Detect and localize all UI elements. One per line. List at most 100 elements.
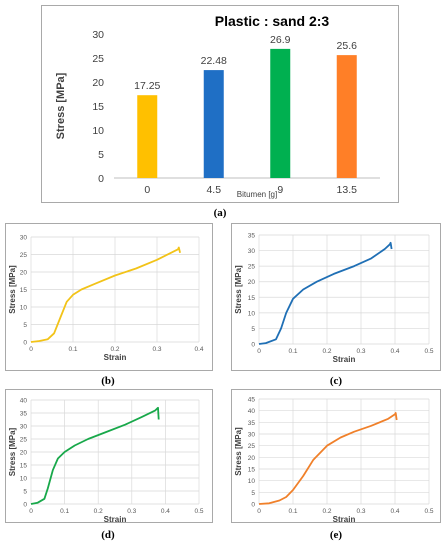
y-tick-label: 25 [20, 252, 28, 259]
x-axis-label: Strain [333, 355, 356, 364]
y-tick-label: 10 [248, 310, 256, 317]
x-tick-label: 0.4 [194, 346, 203, 353]
caption-b: (b) [101, 375, 115, 387]
x-axis-label: Bitumen [g] [237, 190, 277, 199]
x-tick-label: 0.3 [127, 508, 136, 515]
line-chart-panel-c: 0 5 10 15 20 25 30 35 0 0.1 0.2 0.3 0.4 0.5 Strain Stre… [231, 223, 441, 371]
y-tick-label: 25 [20, 437, 28, 444]
y-tick-label: 5 [251, 490, 255, 497]
bar-value-label: 25.6 [337, 40, 358, 52]
chart-title: Plastic : sand 2:3 [215, 13, 330, 29]
bar [336, 55, 357, 179]
x-tick-label: 0.2 [94, 508, 103, 515]
y-axis-label: Stress [MPa] [8, 427, 17, 476]
y-tick-label: 0 [23, 502, 27, 509]
line-chart-c: 0 5 10 15 20 25 30 35 0 0.1 0.2 0.3 0.4 0.5 Strain Stre… [234, 233, 434, 365]
y-tick-label: 40 [20, 398, 28, 405]
y-axis-label: Stress [MPa] [234, 265, 243, 314]
x-tick-label: 0.2 [110, 346, 119, 353]
x-tick-label: 0.1 [288, 348, 297, 355]
x-tick-label: 0.1 [68, 346, 77, 353]
caption-a: (a) [213, 207, 227, 219]
x-tick-label: 0.4 [390, 508, 399, 515]
x-tick-label: 0.3 [356, 348, 365, 355]
bar-chart-panel: Plastic : sand 2:3 0 5 10 15 20 25 30 17.25 0 22.4… [41, 5, 399, 203]
y-tick-label: 10 [248, 478, 256, 485]
x-tick-label: 0 [144, 184, 150, 196]
x-tick-label: 0 [29, 346, 33, 353]
bar [203, 70, 224, 178]
y-axis-label: Stress [MPa] [55, 72, 67, 139]
y-tick-label: 0 [23, 340, 27, 347]
x-tick-label: 0.1 [288, 508, 297, 515]
y-tick-label: 35 [20, 411, 28, 418]
x-tick-label: 0.5 [424, 348, 433, 355]
y-tick-label: 20 [248, 279, 256, 286]
y-tick-label: 30 [92, 29, 104, 41]
bar-value-label: 22.48 [201, 55, 227, 67]
y-tick-label: 40 [248, 408, 256, 415]
caption-c: (c) [329, 375, 343, 387]
x-tick-label: 0.3 [356, 508, 365, 515]
y-tick-label: 25 [92, 53, 104, 65]
x-axis-label: Strain [104, 353, 127, 362]
y-tick-label: 0 [251, 502, 255, 509]
stress-strain-line [30, 246, 181, 343]
y-axis-label: Stress [MPa] [8, 265, 17, 314]
y-tick-label: 5 [251, 326, 255, 333]
line-chart-b: 0 5 10 15 20 25 30 0 0.1 0.2 0.3 0.4 Strain Stress [M… [8, 235, 204, 363]
y-tick-label: 30 [248, 432, 256, 439]
x-tick-label: 0 [29, 508, 33, 515]
y-axis-label: Stress [MPa] [234, 427, 243, 476]
stress-strain-line [258, 241, 393, 345]
bar-value-label: 26.9 [270, 34, 291, 46]
x-tick-label: 0.5 [194, 508, 203, 515]
x-tick-label: 0.3 [152, 346, 161, 353]
x-tick-label: 0.2 [322, 348, 331, 355]
line-chart-panel-e: 0 5 10 15 20 25 30 35 40 45 0 0.1 0.2 0.3 0.4 0.5 Strain… [231, 389, 441, 524]
y-tick-label: 30 [20, 235, 28, 242]
y-tick-label: 15 [92, 101, 104, 113]
y-tick-label: 30 [20, 424, 28, 431]
x-tick-label: 9 [277, 184, 283, 196]
bar-chart: Plastic : sand 2:3 0 5 10 15 20 25 30 17.25 0 22.4… [55, 13, 380, 199]
y-tick-label: 15 [20, 287, 28, 294]
bar [270, 48, 291, 178]
bar [137, 95, 158, 178]
x-axis-label: Strain [104, 515, 127, 524]
y-tick-label: 20 [92, 77, 104, 89]
stress-strain-line [258, 412, 398, 505]
line-chart-panel-b: 0 5 10 15 20 25 30 0 0.1 0.2 0.3 0.4 Strain Stress [M… [5, 223, 213, 371]
y-tick-label: 5 [23, 322, 27, 329]
y-tick-label: 15 [20, 463, 28, 470]
y-tick-label: 5 [23, 489, 27, 496]
x-tick-label: 4.5 [206, 184, 221, 196]
y-tick-label: 15 [248, 467, 256, 474]
y-tick-label: 30 [248, 248, 256, 255]
y-tick-label: 20 [248, 455, 256, 462]
y-tick-label: 0 [251, 342, 255, 349]
x-tick-label: 0.1 [60, 508, 69, 515]
line-chart-panel-d: 0 5 10 15 20 25 30 35 40 0 0.1 0.2 0.3 0.4 0.5 Strain St… [5, 389, 213, 525]
x-tick-label: 0.2 [322, 508, 331, 515]
y-tick-label: 20 [20, 450, 28, 457]
y-tick-label: 35 [248, 420, 256, 427]
line-chart-d: 0 5 10 15 20 25 30 35 40 0 0.1 0.2 0.3 0.4 0.5 Strain St… [8, 398, 204, 525]
x-tick-label: 13.5 [337, 184, 358, 196]
x-tick-label: 0 [257, 348, 261, 355]
y-tick-label: 25 [248, 443, 256, 450]
y-tick-label: 45 [248, 397, 256, 404]
caption-e: (e) [329, 529, 343, 541]
stress-strain-line [30, 406, 160, 505]
y-tick-label: 35 [248, 233, 256, 240]
caption-d: (d) [101, 529, 115, 541]
bar-value-label: 17.25 [134, 80, 160, 92]
x-tick-label: 0.4 [161, 508, 170, 515]
y-tick-label: 25 [248, 264, 256, 271]
x-tick-label: 0.4 [390, 348, 399, 355]
x-tick-label: 0 [257, 508, 261, 515]
y-tick-label: 0 [98, 173, 104, 185]
y-tick-label: 15 [248, 295, 256, 302]
x-axis-label: Strain [333, 515, 356, 524]
y-tick-label: 10 [20, 305, 28, 312]
